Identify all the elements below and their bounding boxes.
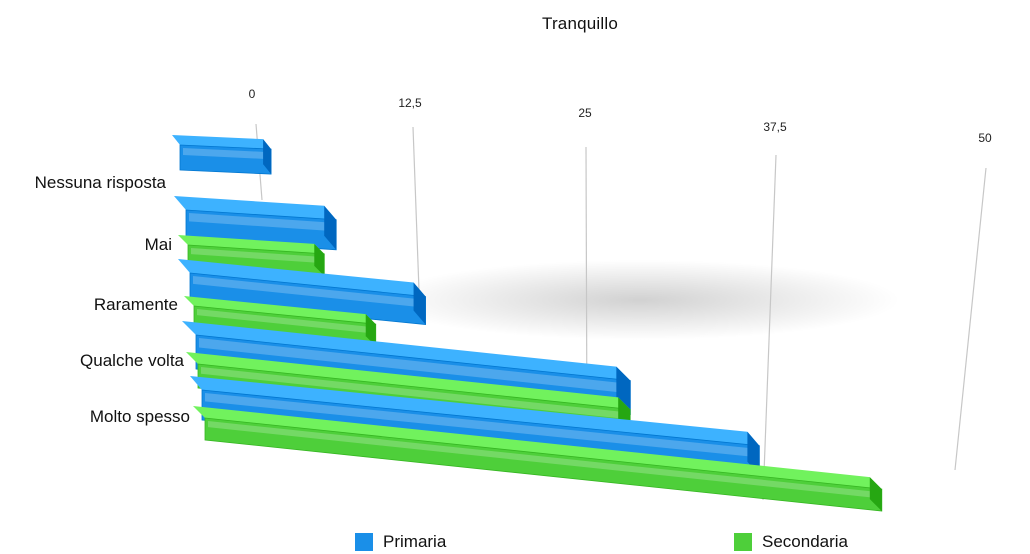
bar-primaria-raramente bbox=[178, 259, 426, 325]
bar-top-face bbox=[178, 259, 426, 297]
gridline-1 bbox=[412, 126, 421, 319]
gridline-4 bbox=[954, 167, 987, 471]
bar-top-face bbox=[193, 406, 882, 490]
x-tick-label: 25 bbox=[578, 106, 592, 120]
bar-highlight bbox=[199, 338, 628, 394]
bar-secondaria-molto-spesso bbox=[193, 406, 883, 512]
category-label-molto-spesso: Molto spesso bbox=[90, 407, 190, 426]
bar-highlight bbox=[205, 393, 757, 458]
bar-top-face bbox=[174, 196, 337, 220]
chart-title: Tranquillo bbox=[541, 14, 619, 33]
bar-highlight bbox=[193, 276, 423, 308]
legend-item-secondaria: Secondaria bbox=[734, 530, 848, 554]
x-tick-label: 12,5 bbox=[398, 96, 422, 110]
bar-end-cap bbox=[263, 139, 272, 175]
bar-top-face bbox=[190, 376, 760, 446]
bar-top-face bbox=[184, 296, 376, 325]
bar-end-cap bbox=[869, 477, 882, 512]
bar-highlight bbox=[189, 213, 334, 232]
x-tick-label: 37,5 bbox=[763, 120, 787, 134]
bar-highlight bbox=[191, 248, 322, 264]
bar-end-cap bbox=[413, 282, 426, 325]
legend-item-primaria: Primaria bbox=[355, 530, 446, 554]
bar-front-face bbox=[189, 272, 426, 325]
bar-front-face bbox=[204, 417, 883, 512]
x-tick-label: 0 bbox=[249, 87, 256, 101]
bar-end-cap bbox=[314, 243, 325, 276]
bar-top-face bbox=[186, 352, 631, 410]
bar-end-cap bbox=[365, 314, 376, 347]
bar-top-face bbox=[178, 235, 325, 254]
bar-top-face bbox=[182, 321, 631, 381]
bar-highlight bbox=[208, 421, 879, 499]
floor-shadow bbox=[380, 260, 900, 340]
bar-highlight bbox=[197, 309, 373, 334]
category-label-mai: Mai bbox=[145, 235, 172, 254]
legend-label-primaria: Primaria bbox=[383, 532, 447, 551]
bar-front-face bbox=[179, 144, 272, 175]
category-label-qualche-volta: Qualche volta bbox=[80, 351, 184, 370]
category-label-nessuna-risposta: Nessuna risposta bbox=[35, 173, 167, 192]
category-label-raramente: Raramente bbox=[94, 295, 178, 314]
bar-highlight bbox=[183, 148, 269, 160]
bar-highlight bbox=[201, 367, 628, 420]
bar-primaria-nessuna-risposta bbox=[172, 135, 272, 175]
legend-swatch-primaria bbox=[355, 533, 373, 551]
bar-end-cap bbox=[324, 205, 337, 250]
legend-swatch-secondaria bbox=[734, 533, 752, 551]
x-tick-label: 50 bbox=[978, 131, 992, 145]
gridline-3 bbox=[762, 154, 777, 501]
legend-label-secondaria: Secondaria bbox=[762, 532, 849, 551]
